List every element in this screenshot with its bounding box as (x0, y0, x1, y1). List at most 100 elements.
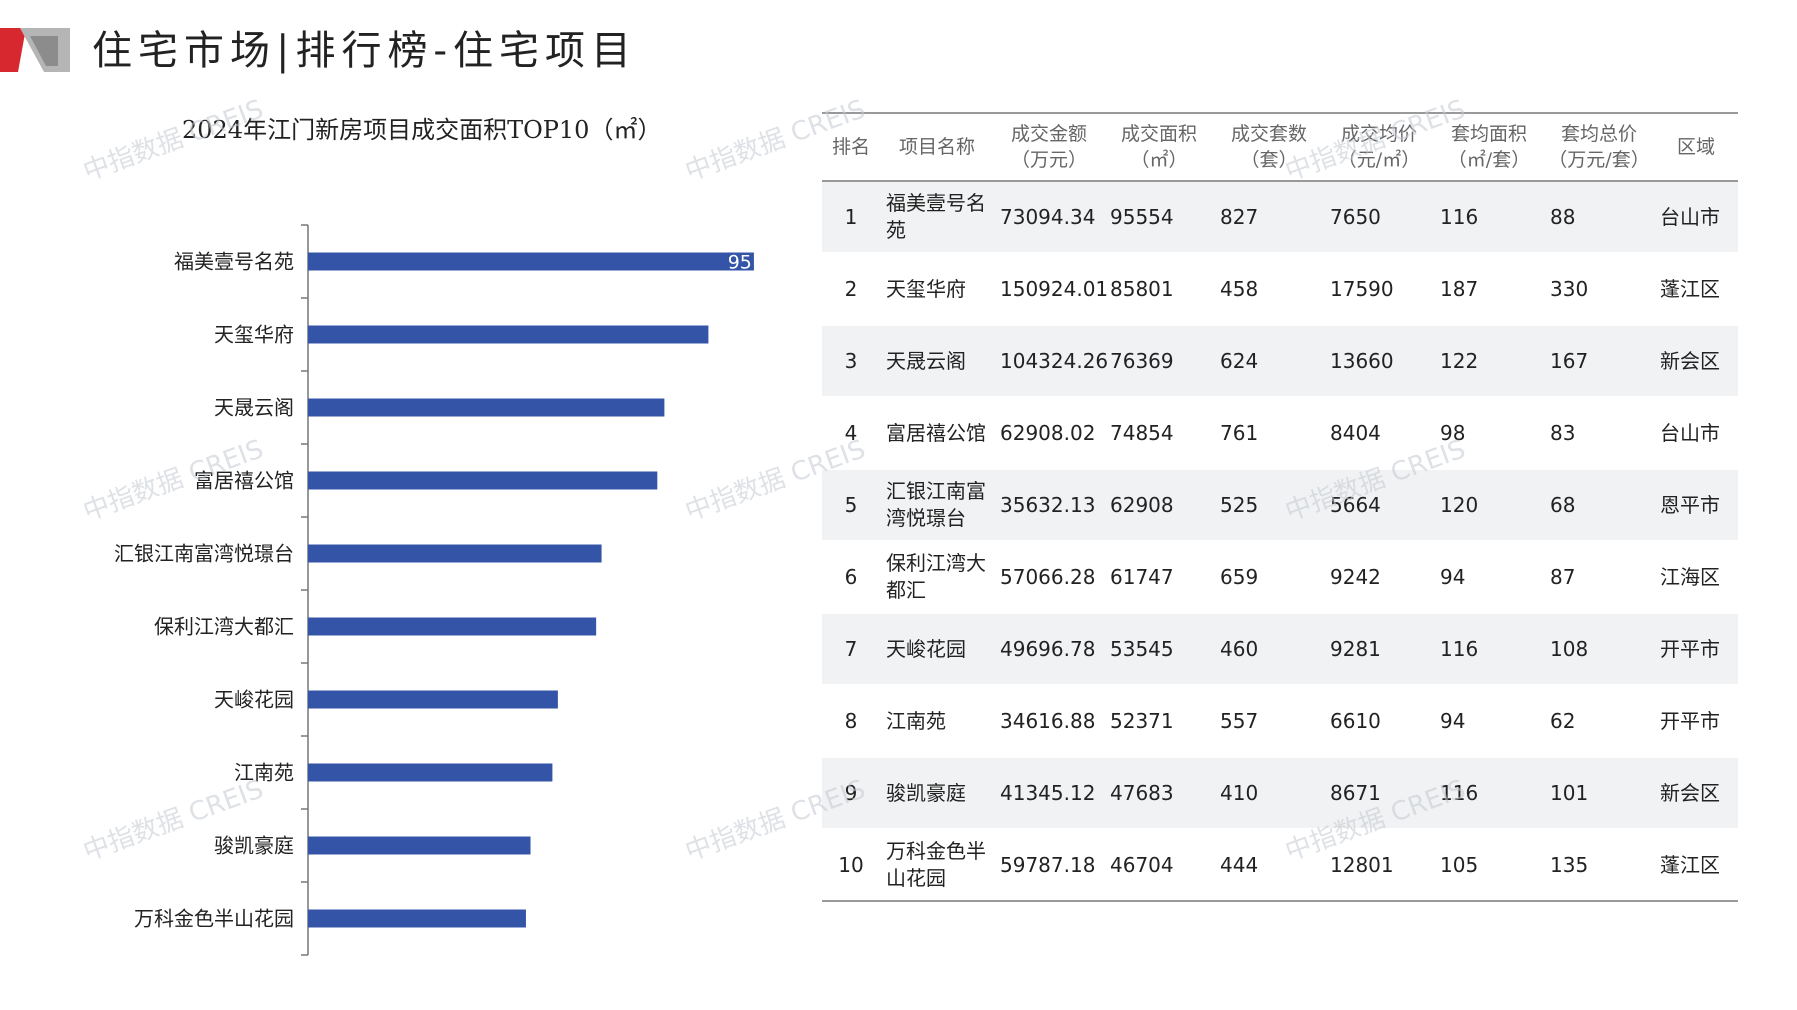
bar (308, 471, 658, 490)
y-tick-label: 汇银江南富湾悦璟台 (114, 542, 294, 566)
y-tick-label: 骏凯豪庭 (214, 834, 294, 858)
table-row: 3 天晟云阁 104324.26 76369 624 13660 122 167 新会区 (822, 325, 1738, 397)
header-text: 排名 (831, 136, 870, 158)
units-cell: 659 (1220, 565, 1259, 589)
units-cell: 410 (1220, 781, 1259, 805)
units-cell: 460 (1220, 637, 1259, 661)
units-cell: 525 (1220, 493, 1259, 517)
avg-total-cell: 108 (1550, 637, 1589, 661)
table-header-cell: 成交均价 （元/㎡） (1324, 113, 1434, 181)
avg-price-cell: 7650 (1330, 205, 1381, 229)
table-row: 10 万科金色半山花园 59787.18 46704 444 12801 105 135 蓬江区 (822, 829, 1738, 901)
y-tick-label: 万科金色半山花园 (134, 907, 294, 931)
avg-area-cell: 116 (1440, 781, 1479, 805)
bar (308, 763, 553, 782)
table-row: 4 富居禧公馆 62908.02 74854 761 8404 98 83 台山市 (822, 397, 1738, 469)
area-cell: 53545 (1110, 637, 1174, 661)
district-cell: 蓬江区 (1660, 852, 1720, 877)
area-cell: 47683 (1110, 781, 1174, 805)
table-row: 8 江南苑 34616.88 52371 557 6610 94 62 开平市 (822, 685, 1738, 757)
bar-chart: 福美壹号名苑 95 天玺华府天晟云阁富居禧公馆汇银江南富湾悦璟台保利江湾大都汇天峻花… (114, 224, 754, 956)
amount-cell: 150924.01 (1000, 277, 1109, 301)
project-name-cell: 保利江湾大都汇 (886, 551, 986, 602)
avg-price-cell: 8404 (1330, 421, 1381, 445)
table-header-cell: 区域 (1654, 113, 1738, 181)
table-header-cell: 成交金额 （万元） (994, 113, 1104, 181)
avg-price-cell: 6610 (1330, 709, 1381, 733)
header-text: 成交面积 (1120, 123, 1197, 145)
amount-cell: 35632.13 (1000, 493, 1096, 517)
header-text: 成交金额 (1010, 123, 1087, 145)
amount-cell: 62908.02 (1000, 421, 1096, 445)
rank-cell: 5 (844, 493, 858, 517)
avg-total-cell: 68 (1550, 493, 1576, 517)
avg-area-cell: 120 (1440, 493, 1479, 517)
avg-price-cell: 13660 (1330, 349, 1394, 373)
creis-logo (0, 28, 70, 72)
header-text: 成交均价 (1340, 123, 1417, 145)
header-text: 套均总价 (1560, 123, 1637, 145)
avg-price-cell: 17590 (1330, 277, 1394, 301)
units-cell: 557 (1220, 709, 1259, 733)
project-name-cell: 福美壹号名苑 (886, 191, 986, 242)
header-text: 项目名称 (898, 136, 975, 158)
table-header-cell: 套均总价 （万元/套） (1544, 113, 1654, 181)
avg-total-cell: 167 (1550, 349, 1589, 373)
table-header-cell: 排名 (822, 113, 880, 181)
area-cell: 62908 (1110, 493, 1174, 517)
chart-title: 2024年江门新房项目成交面积TOP10（㎡） (182, 116, 662, 144)
avg-area-cell: 187 (1440, 277, 1479, 301)
avg-total-cell: 330 (1550, 277, 1589, 301)
area-cell: 85801 (1110, 277, 1174, 301)
avg-area-cell: 98 (1440, 421, 1466, 445)
area-cell: 61747 (1110, 565, 1174, 589)
header-text: （套） (1240, 149, 1298, 171)
project-name-cell: 江南苑 (886, 708, 946, 733)
amount-cell: 49696.78 (1000, 637, 1096, 661)
project-name-cell: 汇银江南富湾悦璟台 (886, 479, 986, 530)
project-name-cell: 万科金色半山花园 (886, 839, 986, 890)
avg-total-cell: 135 (1550, 853, 1589, 877)
avg-total-cell: 101 (1550, 781, 1589, 805)
table-header-cell: 成交面积 （㎡） (1104, 113, 1214, 181)
data-label: 95 (728, 252, 752, 274)
units-cell: 458 (1220, 277, 1259, 301)
bar (308, 909, 526, 928)
page-title: 住宅市场|排行榜-住宅项目 (92, 28, 637, 74)
amount-cell: 57066.28 (1000, 565, 1096, 589)
header-text: （元/㎡） (1337, 149, 1421, 171)
avg-price-cell: 5664 (1330, 493, 1381, 517)
rank-cell: 3 (844, 349, 858, 373)
header-text: 成交套数 (1230, 123, 1307, 145)
y-tick-label: 天玺华府 (214, 323, 294, 347)
rank-cell: 9 (844, 781, 858, 805)
project-name-cell: 天峻花园 (886, 636, 966, 661)
avg-total-cell: 88 (1550, 205, 1576, 229)
units-cell: 624 (1220, 349, 1259, 373)
rank-cell: 2 (844, 277, 858, 301)
avg-total-cell: 87 (1550, 565, 1576, 589)
table-header-row: 排名 项目名称 成交金额 （万元） 成交面积 （㎡） 成交套数 （套） 成交均价 （元/㎡） 套均面… (822, 113, 1738, 181)
district-cell: 江海区 (1660, 564, 1720, 589)
bar (308, 398, 665, 417)
district-cell: 蓬江区 (1660, 276, 1720, 301)
table-row: 1 福美壹号名苑 73094.34 95554 827 7650 116 88 台山市 (822, 181, 1738, 253)
avg-area-cell: 94 (1440, 565, 1466, 589)
y-tick-label: 江南苑 (234, 761, 294, 785)
rank-cell: 8 (844, 709, 858, 733)
district-cell: 恩平市 (1660, 492, 1720, 517)
avg-price-cell: 8671 (1330, 781, 1381, 805)
area-cell: 74854 (1110, 421, 1174, 445)
area-cell: 52371 (1110, 709, 1174, 733)
rank-cell: 4 (844, 421, 858, 445)
bar (308, 544, 602, 563)
table-header-cell: 套均面积 （㎡/套） (1434, 113, 1544, 181)
avg-price-cell: 9242 (1330, 565, 1381, 589)
header-text: 套均面积 (1450, 123, 1527, 145)
avg-area-cell: 116 (1440, 637, 1479, 661)
district-cell: 新会区 (1660, 348, 1720, 373)
table-row: 9 骏凯豪庭 41345.12 47683 410 8671 116 101 新会区 (822, 757, 1738, 829)
table-row: 2 天玺华府 150924.01 85801 458 17590 187 330 蓬江区 (822, 253, 1738, 325)
amount-cell: 59787.18 (1000, 853, 1096, 877)
avg-total-cell: 62 (1550, 709, 1576, 733)
